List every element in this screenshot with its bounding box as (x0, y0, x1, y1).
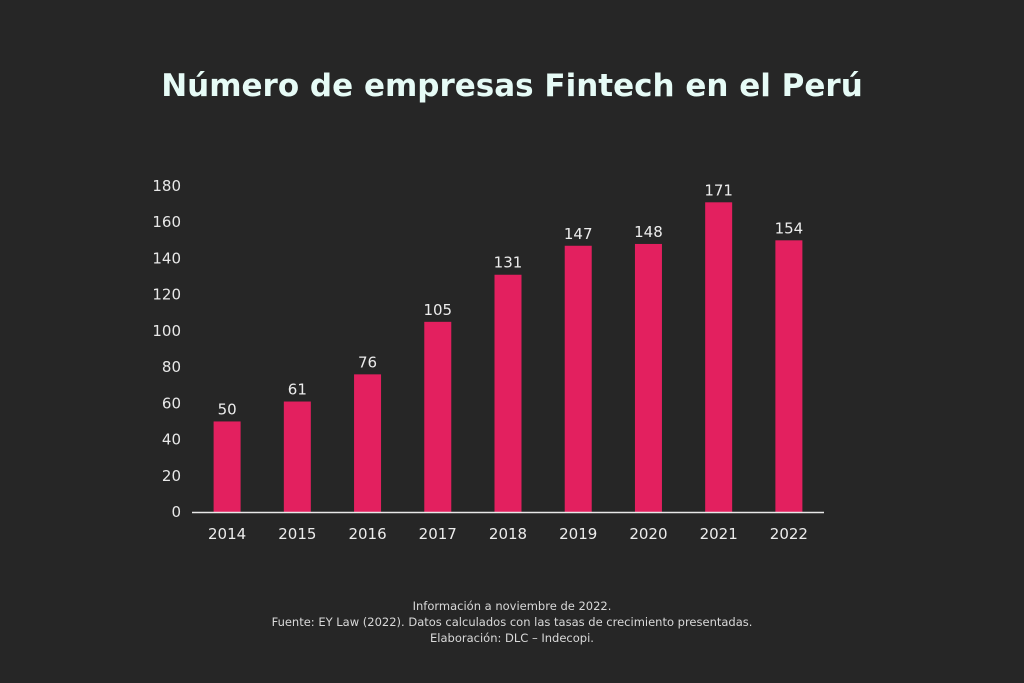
x-tick-label-2014: 2014 (208, 525, 246, 543)
x-tick-label-2015: 2015 (278, 525, 316, 543)
x-tick-label-2019: 2019 (559, 525, 597, 543)
bar-2021 (705, 202, 733, 513)
footer-note: Información a noviembre de 2022. (412, 599, 612, 613)
bars (213, 202, 803, 513)
y-tick-label: 100 (152, 322, 181, 340)
y-tick-label: 160 (152, 213, 181, 231)
bar-2020 (634, 243, 662, 512)
bar-2018 (494, 274, 522, 512)
x-tick-label-2021: 2021 (700, 525, 738, 543)
footer-source: Fuente: EY Law (2022). Datos calculados … (271, 615, 753, 629)
x-tick-label-2022: 2022 (770, 525, 808, 543)
y-axis: 0 20 40 60 80 100 120 140 160 180 (152, 177, 181, 521)
data-label-2017: 105 (423, 301, 452, 319)
data-label-2019: 147 (564, 225, 593, 243)
x-tick-label-2016: 2016 (348, 525, 386, 543)
y-tick-label: 80 (162, 358, 181, 376)
bar-2015 (283, 401, 311, 512)
x-axis: 2014 2015 2016 2017 2018 2019 2020 2021 2022 (192, 511, 824, 543)
y-tick-label: 40 (162, 431, 181, 449)
bar-2022 (775, 240, 803, 513)
x-tick-label-2017: 2017 (419, 525, 457, 543)
bar-2016 (354, 374, 382, 512)
y-tick-label: 60 (162, 394, 181, 412)
data-label-2018: 131 (494, 254, 523, 272)
data-label-2014: 50 (218, 400, 237, 418)
chart-footer: Información a noviembre de 2022. Fuente:… (0, 598, 1024, 646)
chart-title: Número de empresas Fintech en el Perú (161, 68, 863, 104)
data-label-2022: 154 (775, 219, 804, 237)
data-label-2020: 148 (634, 223, 663, 241)
data-label-2016: 76 (358, 353, 377, 371)
y-tick-label: 0 (171, 503, 181, 521)
bar-2014 (213, 421, 241, 512)
data-label-2015: 61 (288, 381, 307, 399)
y-tick-label: 140 (152, 249, 181, 267)
data-labels: 50 61 76 105 131 147 148 171 154 (218, 181, 804, 418)
y-tick-label: 20 (162, 467, 181, 485)
footer-credit: Elaboración: DLC – Indecopi. (430, 631, 594, 645)
bar-2019 (564, 245, 592, 512)
x-tick-label-2020: 2020 (629, 525, 667, 543)
data-label-2021: 171 (704, 181, 733, 199)
bar-2017 (424, 321, 452, 512)
x-tick-label-2018: 2018 (489, 525, 527, 543)
y-tick-label: 120 (152, 286, 181, 304)
y-tick-label: 180 (152, 177, 181, 195)
